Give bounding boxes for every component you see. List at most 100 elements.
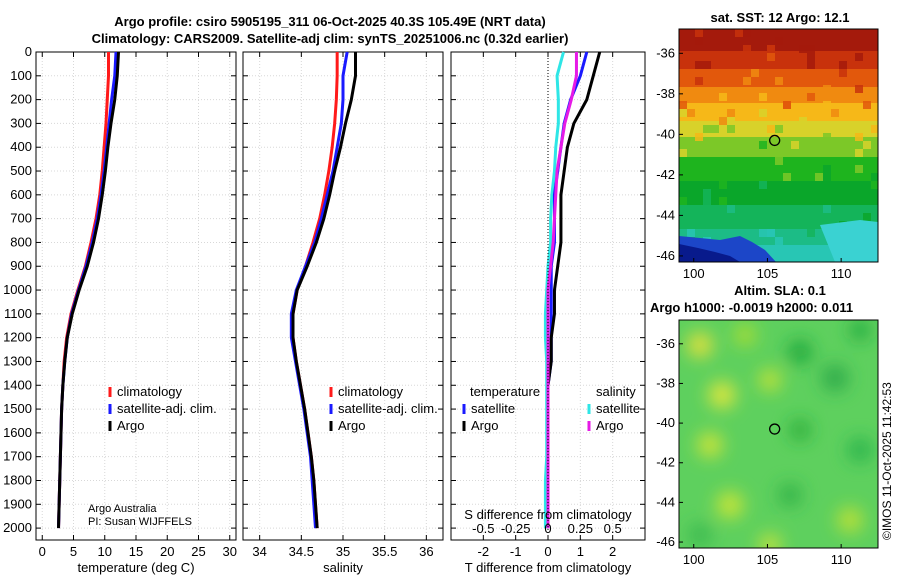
x-axis-label: salinity [323, 560, 363, 575]
sst-pixel [807, 61, 815, 69]
series-line [57, 51, 120, 529]
sst-pixel [759, 109, 767, 117]
sst-pixel [823, 101, 831, 109]
y-tick-label: 1400 [3, 377, 32, 392]
sst-pixel [807, 229, 815, 237]
top-tick-label: 0 [544, 521, 551, 536]
sst-pixel [775, 157, 783, 165]
sla-blobs [688, 320, 872, 548]
sst-pixel [751, 69, 759, 77]
y-tick-label: 1200 [3, 330, 32, 345]
sst-pixel [799, 45, 807, 53]
map-y-tick-label: -44 [656, 494, 675, 509]
sla-eddy [848, 438, 872, 462]
legend-label: Argo [117, 418, 144, 433]
sst-pixel [839, 69, 847, 77]
y-tick-label: 0 [25, 44, 32, 59]
sst-pixel [855, 133, 863, 141]
sst-pixel [783, 101, 791, 109]
map-y-tick-label: -38 [656, 375, 675, 390]
sst-pixel [855, 165, 863, 173]
sst-band [679, 87, 878, 103]
sst-pixel [855, 85, 863, 93]
sst-pixel [759, 181, 767, 189]
y-tick-label: 1900 [3, 496, 32, 511]
x-tick-label: 20 [160, 544, 174, 559]
top-tick-label: -0.25 [501, 521, 531, 536]
y-tick-label: 2000 [3, 520, 32, 535]
float-position-marker [769, 134, 781, 147]
sst-pixel [823, 205, 831, 213]
y-tick-label: 1100 [4, 306, 32, 321]
sst-pixel [767, 229, 775, 237]
sst-map: 100 105 110 -46 -44 -42 -40 -38 -36 [656, 28, 879, 281]
float-position-marker [769, 423, 781, 435]
sst-pixel [775, 37, 783, 45]
x-tick-label: -1 [510, 544, 522, 559]
sst-pixel [871, 173, 878, 181]
sst-pixel [711, 125, 719, 133]
x-axis-label: temperature (deg C) [77, 560, 194, 575]
map-y-tick-label: -44 [656, 207, 675, 222]
y-tick-label: 1700 [3, 449, 32, 464]
map-y-tick-label: -36 [656, 336, 675, 351]
map-frame [678, 28, 879, 263]
sla-eddy [779, 484, 801, 506]
sst-field [679, 29, 878, 262]
legend-label: satellite [471, 401, 515, 416]
sst-pixel [823, 85, 831, 93]
sst-pixel [783, 173, 791, 181]
x-tick-label: 0 [39, 544, 46, 559]
sst-pixel [695, 133, 703, 141]
sst-pixel [815, 173, 823, 181]
salinity-panel: 34 34.5 35 35.5 36 salinity climatology satelli… [242, 51, 444, 575]
sla-eddy [760, 370, 780, 390]
sst-pixel [703, 197, 711, 205]
y-tick-label: 600 [10, 187, 32, 202]
x-tick-label: 2 [609, 544, 616, 559]
y-tick-label: 1600 [3, 425, 32, 440]
y-tick-label: 1300 [3, 353, 32, 368]
top-tick-label: 0.25 [568, 521, 593, 536]
y-tick-label: 300 [10, 115, 32, 130]
sst-pixel [695, 77, 703, 85]
sst-pixel [823, 165, 831, 173]
x-axis-label: T difference from climatology [465, 560, 632, 575]
legend-label: satellite-adj. clim. [338, 401, 438, 416]
map-y-tick-label: -38 [656, 86, 675, 101]
x-tick-label: 34 [252, 544, 266, 559]
map-x-tick-label: 105 [757, 552, 779, 567]
map-frame [678, 319, 879, 549]
sla-eddy [698, 433, 722, 457]
map-x-tick-label: 100 [683, 266, 705, 281]
map-y-tick-label: -36 [656, 45, 675, 60]
y-tick-label: 1800 [3, 472, 32, 487]
y-tick-label: 1000 [3, 282, 32, 297]
x-tick-label: 35.5 [372, 544, 397, 559]
sst-map-title: sat. SST: 12 Argo: 12.1 [710, 10, 850, 25]
sst-pixel [839, 61, 847, 69]
map-x-tick-label: 105 [757, 266, 779, 281]
sla-eddy [838, 508, 862, 532]
sst-pixel [679, 109, 687, 117]
series-line [546, 51, 602, 529]
sst-pixel [695, 37, 703, 45]
sla-eddy [688, 333, 712, 357]
difference-panel: -2 -1 0 1 2T difference from climatology S di… [450, 51, 646, 575]
sla-eddy [735, 325, 755, 345]
map-y-tick-label: -46 [656, 534, 675, 549]
sla-eddy [850, 320, 870, 340]
legend-title-salinity: salinity [596, 384, 636, 399]
sst-pixel [695, 29, 703, 37]
sst-pixel [727, 109, 735, 117]
sst-pixel [767, 125, 775, 133]
sla-eddy [822, 365, 848, 391]
sla-eddy [790, 420, 810, 440]
map-x-tick-label: 100 [683, 552, 705, 567]
sst-pixel [743, 45, 751, 53]
map-y-tick-label: -42 [656, 167, 675, 182]
top-tick-label: 0.5 [604, 521, 622, 536]
credit-line2: PI: Susan WIJFFELS [88, 516, 192, 528]
map-y-tick-label: -42 [656, 455, 675, 470]
sst-pixel [735, 29, 743, 37]
